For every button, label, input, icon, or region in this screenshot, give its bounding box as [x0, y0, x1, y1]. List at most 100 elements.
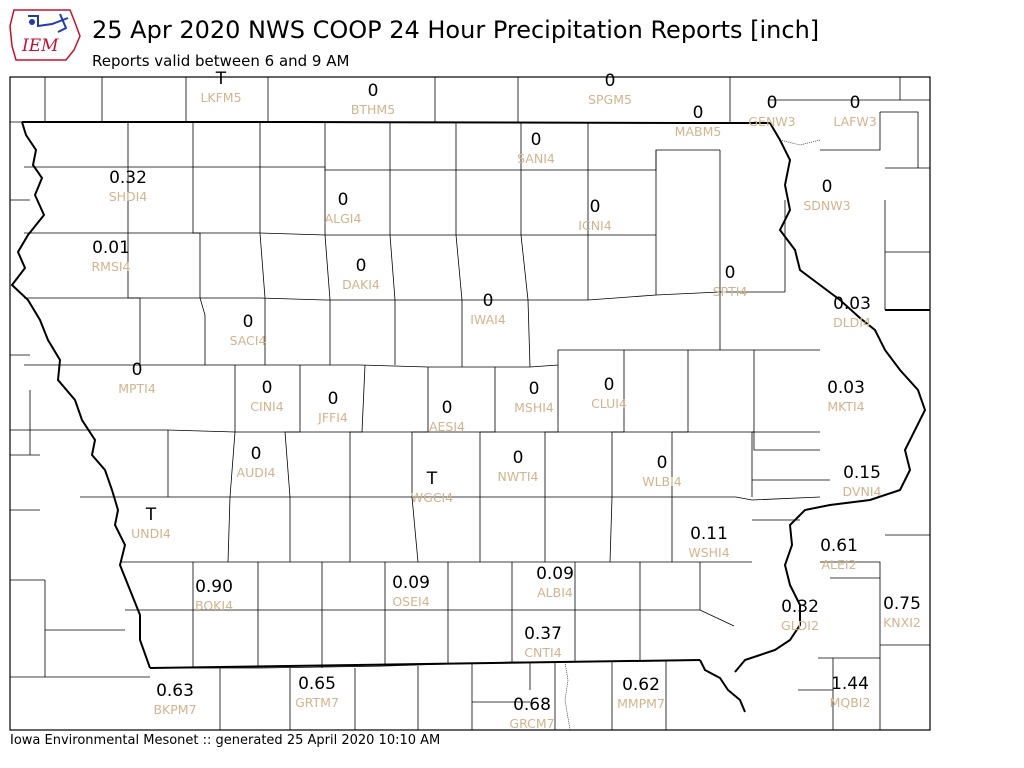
station-value: 0: [605, 71, 616, 91]
map-frame: [9, 76, 931, 731]
station-value: 0.75: [883, 594, 921, 614]
station-value: 0: [442, 398, 453, 418]
station-id: OSEI4: [392, 594, 429, 609]
station-id: MKTI4: [827, 399, 864, 414]
station-id: BTHM5: [351, 102, 395, 117]
station-value: 0.01: [92, 238, 130, 258]
station-id: IWAI4: [470, 312, 506, 327]
station-id: WGCI4: [411, 490, 453, 505]
page-title: 25 Apr 2020 NWS COOP 24 Hour Precipitati…: [92, 16, 820, 44]
station-value: 0.32: [109, 168, 147, 188]
station-value: 0.15: [843, 463, 881, 483]
station-id: MQBI2: [830, 695, 871, 710]
station-value: 0: [368, 81, 379, 101]
station-value: 0: [132, 360, 143, 380]
station-value: 0.32: [781, 597, 819, 617]
station-value: 0: [767, 93, 778, 113]
station-value: 0: [513, 448, 524, 468]
logo-text: IEM: [22, 36, 59, 56]
station-value: 0.65: [298, 674, 336, 694]
station-value: 0: [243, 312, 254, 332]
station-value: 0: [338, 190, 349, 210]
station-id: CINI4: [250, 399, 283, 414]
station-id: LAFW3: [833, 114, 876, 129]
station-id: SPGM5: [588, 92, 632, 107]
station-id: ALGI4: [325, 211, 362, 226]
station-value: T: [426, 469, 438, 489]
secondary-boundaries: [564, 139, 821, 731]
station-value: 0.61: [820, 536, 858, 556]
station-value: 0.09: [536, 564, 574, 584]
station-value: 0: [262, 378, 273, 398]
station-id: SPTI4: [713, 284, 748, 299]
station-value: T: [215, 69, 227, 89]
station-id: ALEI2: [821, 557, 856, 572]
station-value: 0: [531, 130, 542, 150]
station-value: 0.63: [156, 681, 194, 701]
station-value: 0.09: [392, 573, 430, 593]
station-value: 0: [328, 389, 339, 409]
station-id: BOKI4: [195, 598, 233, 613]
station-id: CNTI4: [524, 645, 561, 660]
station-id: NWTI4: [498, 469, 539, 484]
station-id: ALBI4: [537, 585, 573, 600]
station-id: WLBI4: [642, 474, 682, 489]
station-value: 0.90: [195, 577, 233, 597]
station-id: MMPM7: [617, 696, 665, 711]
station-id: KNXI2: [883, 615, 921, 630]
station-id: MABM5: [675, 124, 722, 139]
station-id: SACI4: [230, 333, 267, 348]
footer-credit: Iowa Environmental Mesonet :: generated …: [10, 733, 441, 748]
station-id: GRCM7: [509, 716, 554, 731]
station-value: 0.03: [827, 378, 865, 398]
station-id: LKFM5: [200, 90, 241, 105]
station-value: 0.62: [622, 675, 660, 695]
station-id: WSHI4: [688, 545, 729, 560]
station-value: 0.68: [513, 695, 551, 715]
station-id: BKPM7: [153, 702, 196, 717]
station-id: JFFI4: [317, 410, 348, 425]
station-value: 0: [850, 93, 861, 113]
station-value: 0: [725, 263, 736, 283]
station-id: MPTI4: [118, 381, 156, 396]
station-value: 0: [604, 375, 615, 395]
station-value: 0.11: [690, 524, 728, 544]
station-value: 0.03: [833, 294, 871, 314]
iem-logo: IEM: [8, 6, 84, 64]
station-value: 0.37: [524, 624, 562, 644]
station-value: 1.44: [831, 674, 869, 694]
station-value: 0: [483, 291, 494, 311]
station-value: T: [145, 505, 157, 525]
station-id: AESI4: [429, 419, 465, 434]
station-id: RMSI4: [91, 259, 130, 274]
page-subtitle: Reports valid between 6 and 9 AM: [92, 52, 350, 70]
